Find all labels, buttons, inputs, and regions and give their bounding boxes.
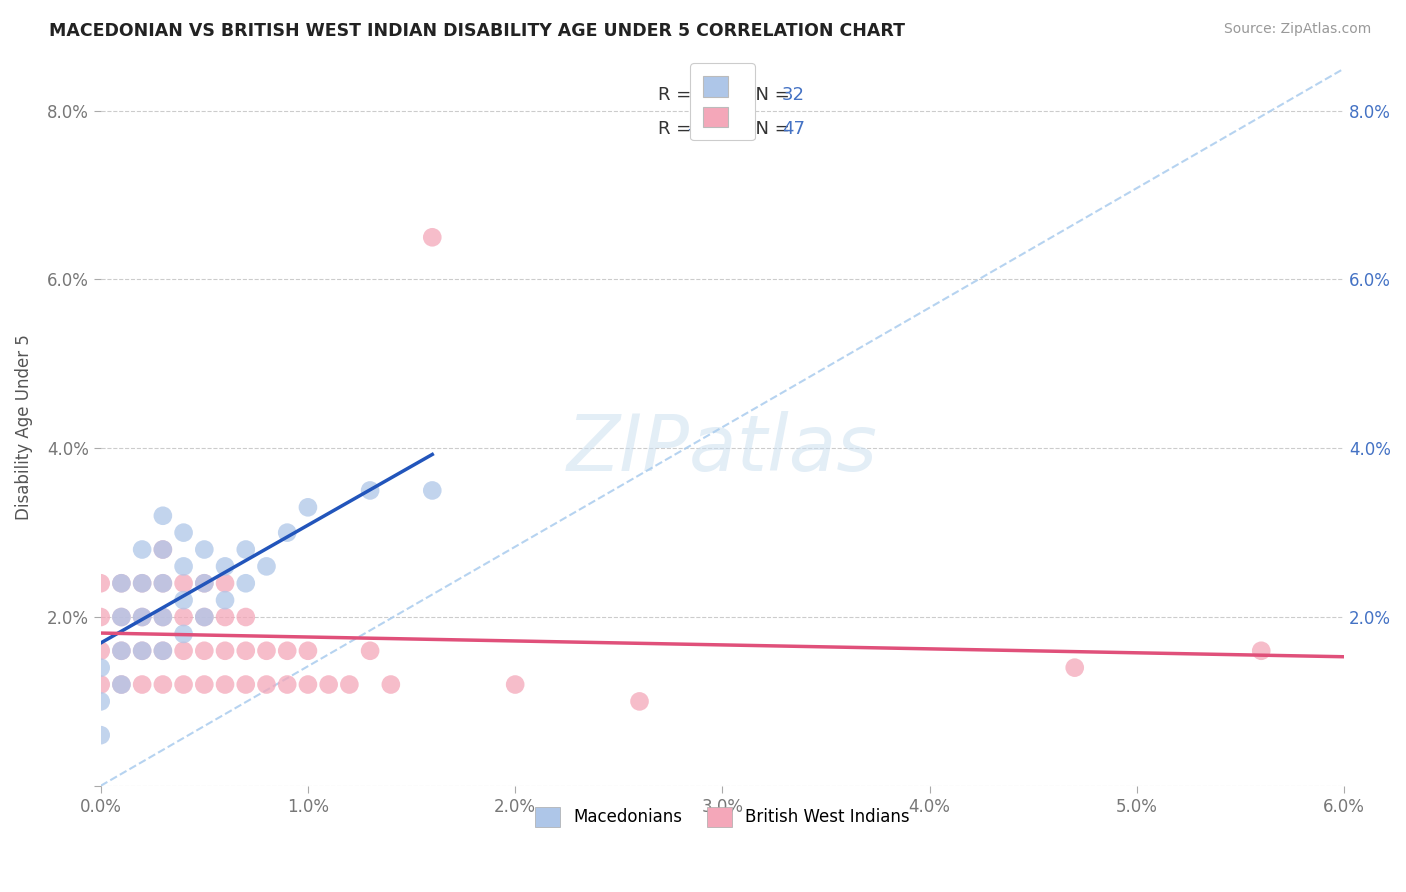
Point — [214, 610, 236, 624]
Point — [173, 525, 195, 540]
Point — [131, 644, 153, 658]
Point — [359, 483, 381, 498]
Point — [276, 644, 298, 658]
Point — [90, 694, 112, 708]
Point — [214, 644, 236, 658]
Point — [503, 677, 526, 691]
Point — [173, 576, 195, 591]
Point — [214, 559, 236, 574]
Text: -0.088: -0.088 — [688, 120, 745, 138]
Point — [152, 542, 174, 557]
Point — [173, 677, 195, 691]
Legend: Macedonians, British West Indians: Macedonians, British West Indians — [526, 799, 918, 835]
Text: MACEDONIAN VS BRITISH WEST INDIAN DISABILITY AGE UNDER 5 CORRELATION CHART: MACEDONIAN VS BRITISH WEST INDIAN DISABI… — [49, 22, 905, 40]
Text: 47: 47 — [782, 120, 806, 138]
Point — [90, 610, 112, 624]
Point — [297, 677, 319, 691]
Point — [110, 576, 132, 591]
Point — [173, 610, 195, 624]
Point — [628, 694, 651, 708]
Point — [131, 576, 153, 591]
Point — [276, 677, 298, 691]
Point — [90, 728, 112, 742]
Point — [235, 576, 257, 591]
Point — [193, 542, 215, 557]
Text: 32: 32 — [782, 86, 806, 104]
Point — [235, 610, 257, 624]
Point — [256, 644, 278, 658]
Text: ZIPatlas: ZIPatlas — [567, 410, 877, 487]
Point — [193, 610, 215, 624]
Point — [90, 644, 112, 658]
Point — [90, 660, 112, 674]
Point — [131, 644, 153, 658]
Point — [214, 593, 236, 607]
Point — [152, 610, 174, 624]
Point — [110, 610, 132, 624]
Point — [235, 677, 257, 691]
Point — [152, 644, 174, 658]
Point — [193, 576, 215, 591]
Point — [173, 644, 195, 658]
Point — [152, 644, 174, 658]
Text: N =: N = — [744, 86, 794, 104]
Point — [110, 677, 132, 691]
Point — [1250, 644, 1272, 658]
Point — [256, 559, 278, 574]
Point — [337, 677, 360, 691]
Point — [173, 627, 195, 641]
Point — [214, 677, 236, 691]
Point — [359, 644, 381, 658]
Point — [193, 644, 215, 658]
Y-axis label: Disability Age Under 5: Disability Age Under 5 — [15, 334, 32, 520]
Point — [297, 500, 319, 515]
Point — [173, 593, 195, 607]
Point — [110, 644, 132, 658]
Point — [90, 677, 112, 691]
Point — [256, 677, 278, 691]
Text: R =: R = — [658, 120, 697, 138]
Point — [173, 559, 195, 574]
Point — [110, 677, 132, 691]
Point — [193, 677, 215, 691]
Text: R =: R = — [658, 86, 697, 104]
Point — [110, 644, 132, 658]
Point — [152, 610, 174, 624]
Point — [1063, 660, 1085, 674]
Point — [214, 576, 236, 591]
Point — [131, 677, 153, 691]
Point — [235, 644, 257, 658]
Point — [297, 644, 319, 658]
Point — [193, 610, 215, 624]
Point — [276, 525, 298, 540]
Point — [90, 576, 112, 591]
Point — [380, 677, 402, 691]
Point — [152, 576, 174, 591]
Point — [193, 576, 215, 591]
Point — [131, 576, 153, 591]
Point — [152, 576, 174, 591]
Text: N =: N = — [744, 120, 794, 138]
Point — [235, 542, 257, 557]
Point — [152, 542, 174, 557]
Point — [131, 610, 153, 624]
Point — [420, 483, 443, 498]
Point — [110, 610, 132, 624]
Point — [131, 542, 153, 557]
Point — [152, 508, 174, 523]
Point — [110, 576, 132, 591]
Point — [420, 230, 443, 244]
Text: Source: ZipAtlas.com: Source: ZipAtlas.com — [1223, 22, 1371, 37]
Point — [318, 677, 340, 691]
Text: 0.616: 0.616 — [688, 86, 744, 104]
Point — [131, 610, 153, 624]
Point — [152, 677, 174, 691]
